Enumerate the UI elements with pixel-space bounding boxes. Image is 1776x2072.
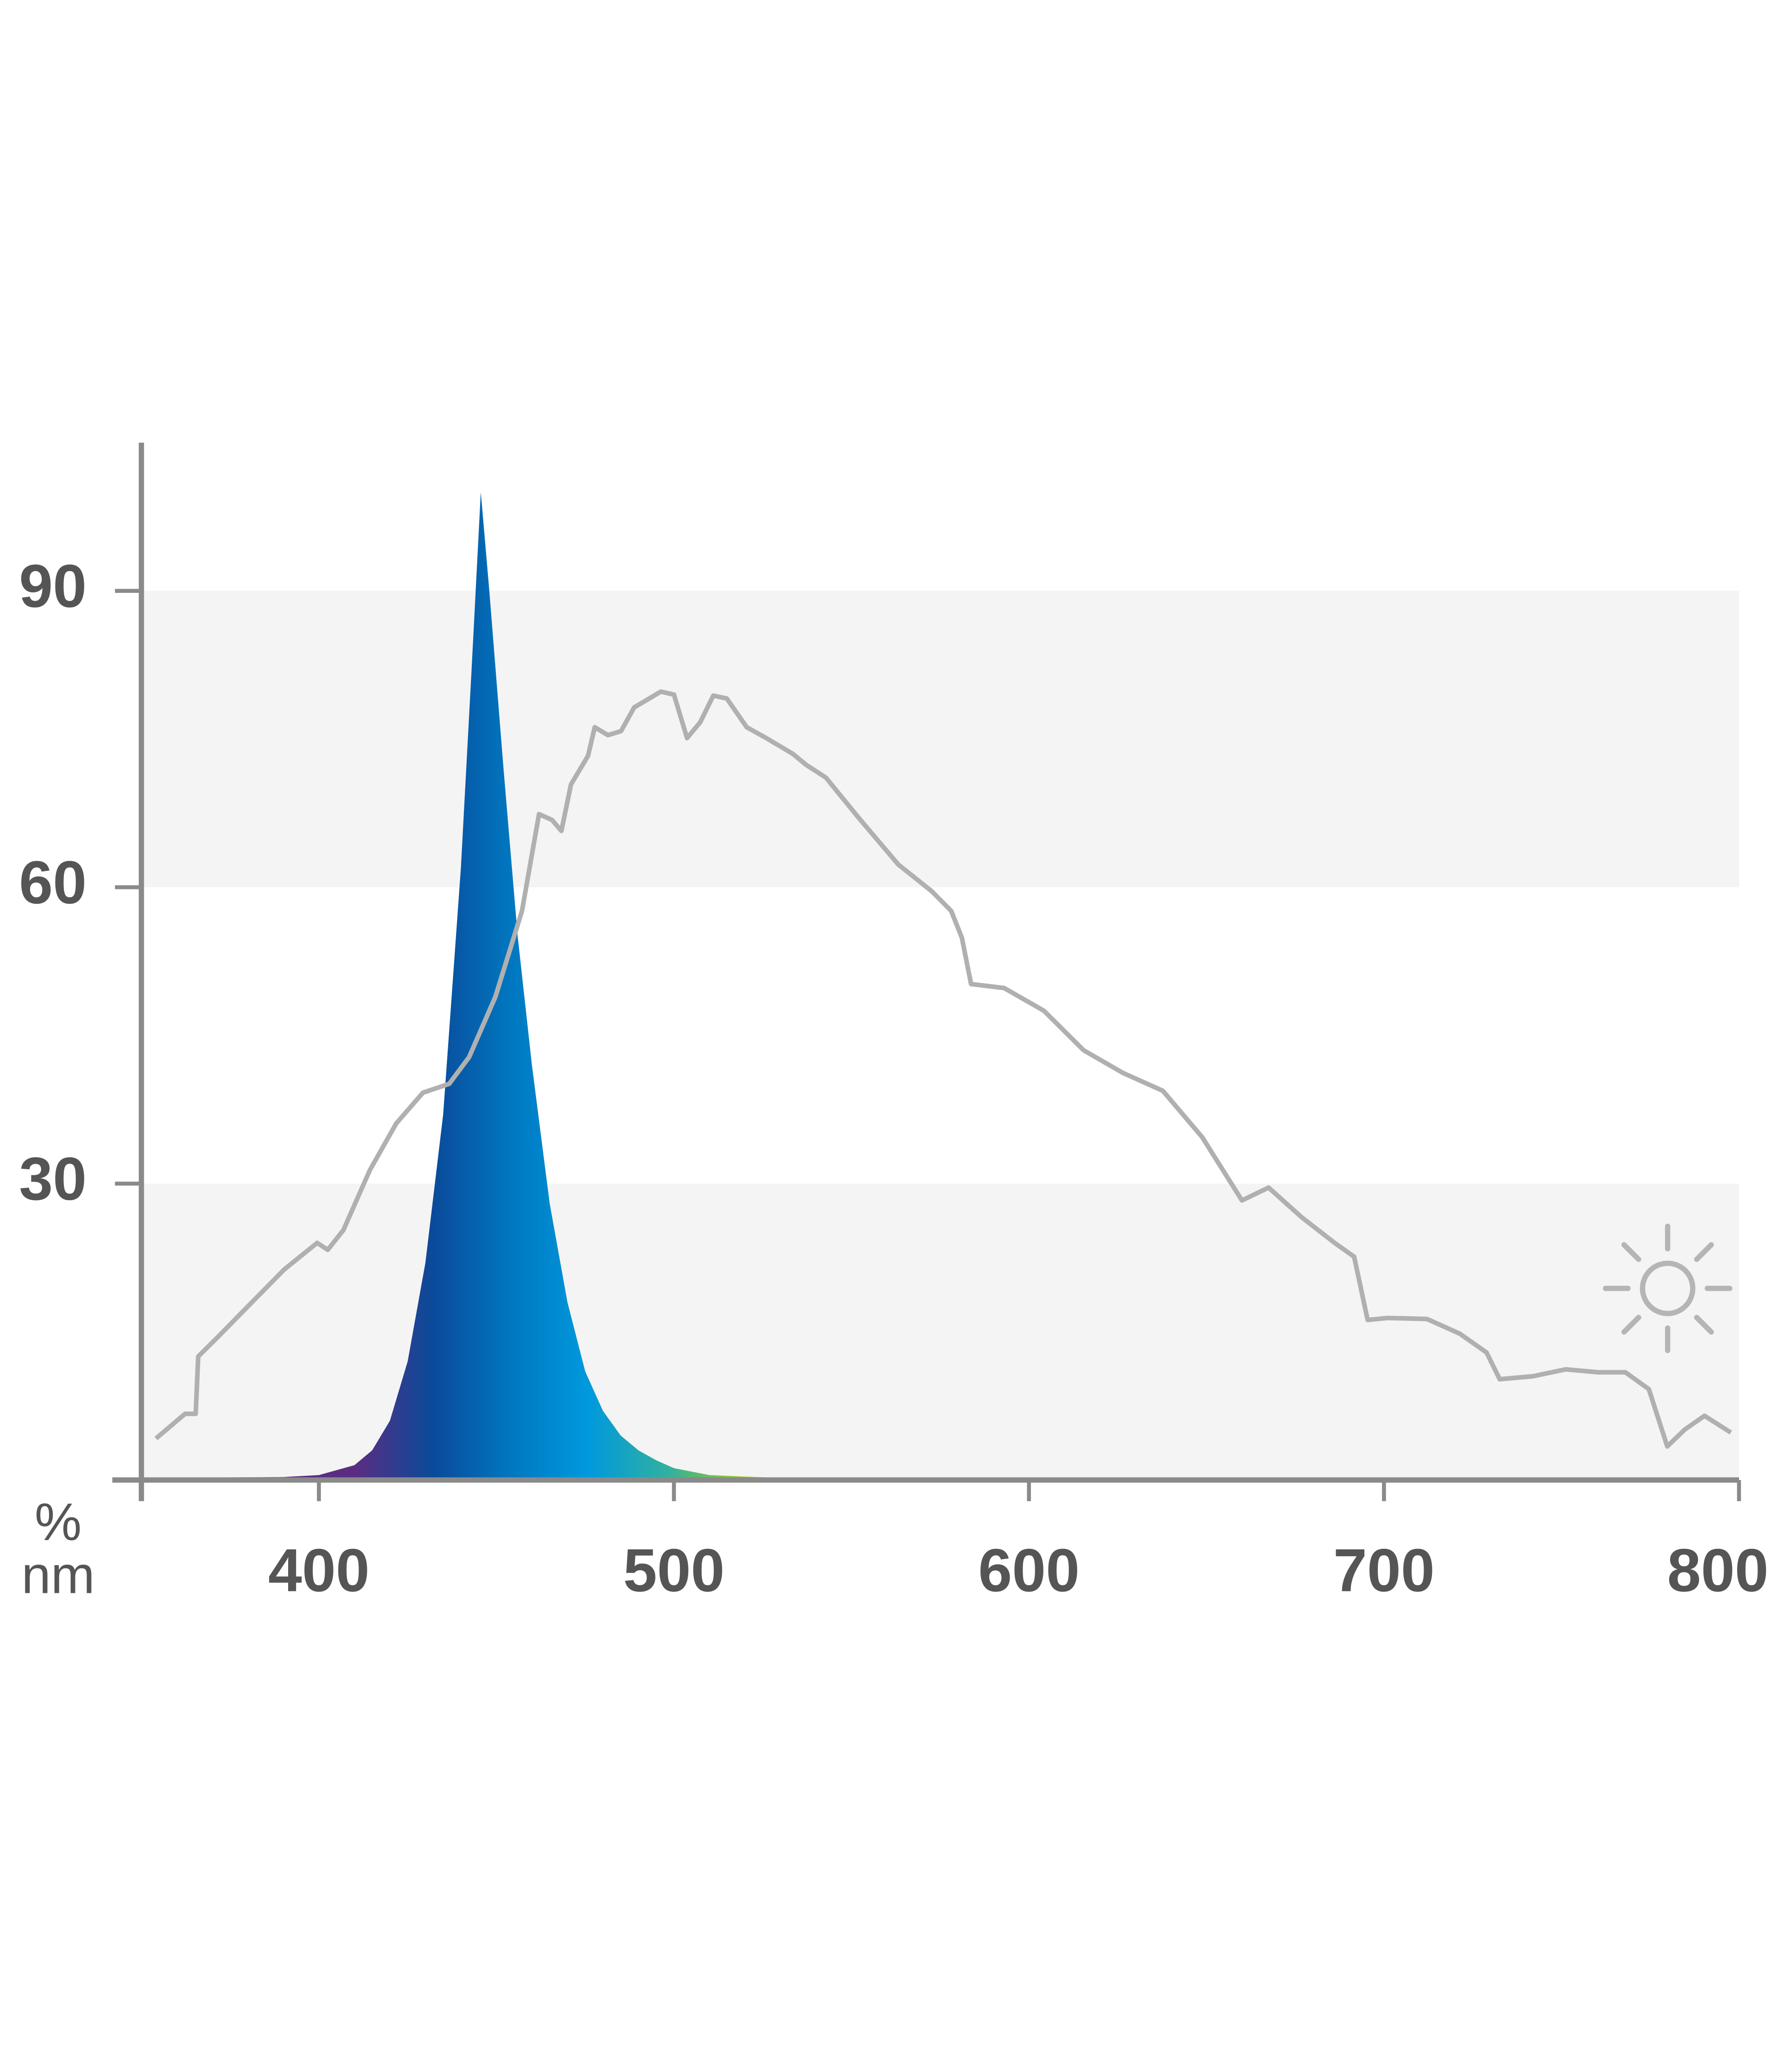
y-tick-label: 90 [19,552,86,620]
grid-band [141,591,1739,888]
grid-band [141,1184,1739,1480]
y-axis-label: % [35,1493,82,1552]
sun-ray [1621,1314,1641,1335]
sun-core [1640,1260,1696,1316]
x-tick-label: 800 [1667,1536,1769,1604]
y-tick-label: 60 [19,848,86,916]
bands [141,591,1739,1480]
daylight-spectrum-line [154,689,1733,1449]
marks [141,492,1739,1480]
y-tick-label: 30 [19,1145,86,1213]
sun-icon [1603,1223,1733,1353]
x-tick-label: 400 [268,1536,370,1604]
axes: 30 60 90 400 500 600 700 800 [19,443,1769,1604]
sun-ray [1621,1242,1641,1262]
sun-ray [1694,1314,1714,1335]
led-spectrum-area [141,492,1739,1480]
x-axis-label: nm [21,1546,95,1604]
x-tick-label: 600 [978,1536,1079,1604]
x-tick-label: 500 [623,1536,725,1604]
x-tick-label: 700 [1333,1536,1435,1604]
sun-ray [1694,1242,1714,1262]
